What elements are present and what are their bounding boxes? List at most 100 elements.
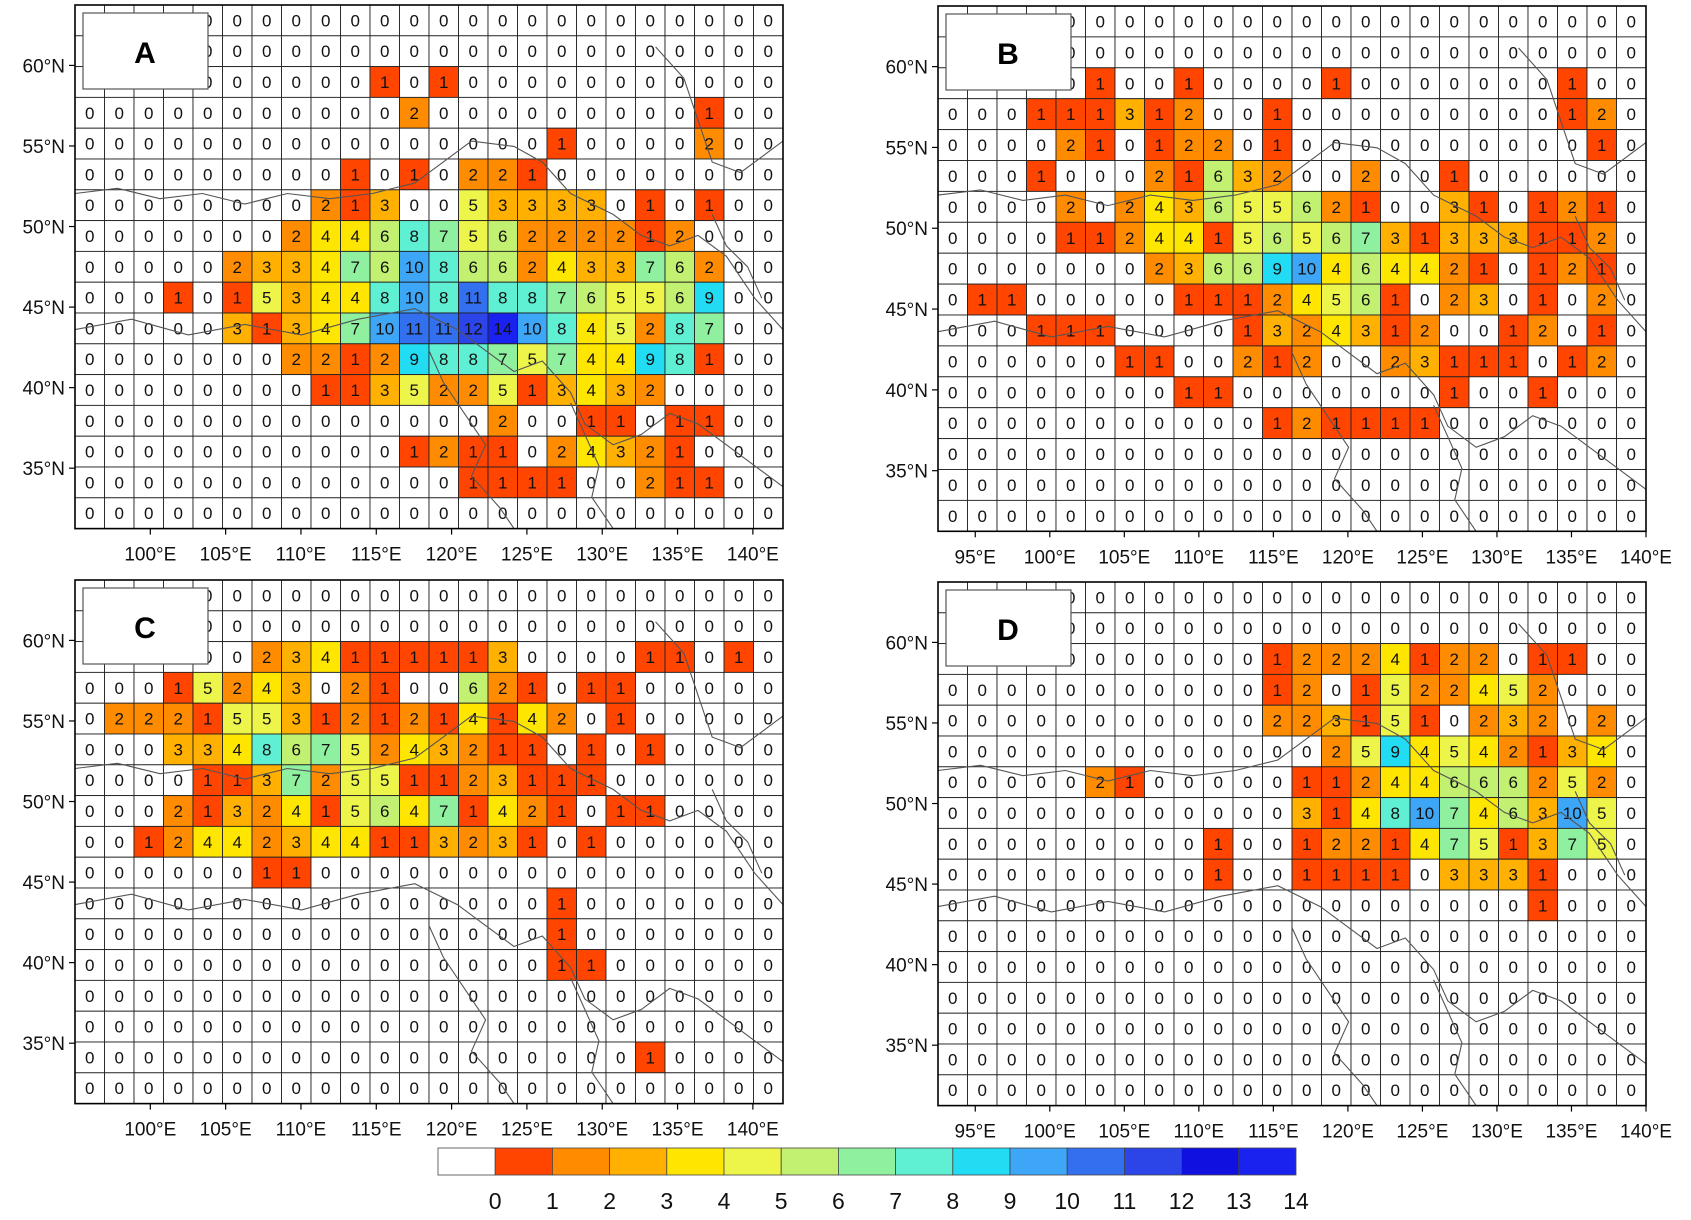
cell-value-label: 0 — [262, 11, 271, 30]
cell-value-label: 0 — [1066, 989, 1075, 1008]
cell-value-label: 0 — [1243, 588, 1252, 607]
cell-value-label: 1 — [528, 740, 537, 759]
heatmap-cell — [192, 312, 223, 345]
cell-value-label: 0 — [1538, 1081, 1547, 1100]
colorbar-swatch — [437, 1147, 496, 1176]
heatmap-cell — [1557, 67, 1588, 100]
cell-value-label: 0 — [948, 896, 957, 915]
cell-value-label: 5 — [351, 771, 360, 790]
cell-value-label: 0 — [1332, 476, 1341, 495]
cell-value-label: 1 — [1361, 681, 1370, 700]
cell-value-label: 0 — [948, 229, 957, 248]
cell-value-label: 0 — [1627, 773, 1636, 792]
cell-value-label: 0 — [1066, 742, 1075, 761]
cell-value-label: 6 — [380, 802, 389, 821]
heatmap-cell — [723, 466, 754, 499]
cell-value-label: 0 — [203, 196, 212, 215]
cell-value-label: 0 — [1155, 835, 1164, 854]
colorbar-swatch — [1181, 1147, 1240, 1176]
heatmap-cell — [340, 66, 371, 98]
cell-value-label: 0 — [115, 987, 124, 1006]
cell-value-label: 0 — [1361, 927, 1370, 946]
heatmap-cell — [399, 497, 430, 530]
heatmap-cell — [104, 127, 135, 160]
cell-value-label: 0 — [410, 925, 419, 944]
cell-value-label: 1 — [1509, 835, 1518, 854]
cell-value-label: 0 — [1450, 445, 1459, 464]
cell-value-label: 0 — [1184, 712, 1193, 731]
panel-frame — [74, 4, 784, 530]
cell-value-label: 0 — [1007, 927, 1016, 946]
cell-value-label: 0 — [646, 135, 655, 154]
cell-value-label: 2 — [321, 350, 330, 369]
cell-value-label: 1 — [351, 648, 360, 667]
cell-value-label: 0 — [262, 1048, 271, 1067]
cell-value-label: 0 — [1627, 43, 1636, 62]
cell-value-label: 2 — [1361, 835, 1370, 854]
heatmap-cell — [222, 404, 253, 437]
y-axis: 60°N55°N50°N45°N40°N35°N — [23, 56, 75, 480]
cell-value-label: 0 — [262, 73, 271, 92]
cell-value-label: 0 — [1155, 43, 1164, 62]
heatmap-cell — [967, 129, 998, 161]
cell-value-label: 2 — [1243, 352, 1252, 371]
cell-value-label: 0 — [646, 925, 655, 944]
cell-value-label: 0 — [321, 987, 330, 1006]
x-tick-label: 115°E — [1248, 1122, 1299, 1143]
cell-value-label: 0 — [1538, 1020, 1547, 1039]
cell-value-label: 0 — [1096, 198, 1105, 217]
heatmap-cell — [1616, 98, 1647, 131]
cell-value-label: 1 — [203, 802, 212, 821]
cell-value-label: 0 — [410, 1018, 419, 1037]
cell-value-label: 0 — [85, 710, 94, 729]
cell-value-label: 0 — [1273, 866, 1282, 885]
heatmap-cell — [74, 189, 105, 222]
cell-value-label: 0 — [1332, 105, 1341, 124]
cell-value-label: 2 — [675, 227, 684, 246]
cell-value-label: 0 — [321, 925, 330, 944]
cell-value-label: 3 — [203, 740, 212, 759]
cell-value-label: 0 — [115, 104, 124, 123]
cell-value-label: 0 — [469, 412, 478, 431]
cell-value-label: 0 — [292, 11, 301, 30]
cell-value-label: 0 — [292, 1048, 301, 1067]
cell-value-label: 0 — [1361, 989, 1370, 1008]
cell-value-label: 0 — [1214, 507, 1223, 526]
cell-value-label: 0 — [1037, 414, 1046, 433]
x-tick-label: 125°E — [501, 1120, 553, 1141]
cell-value-label: 0 — [1125, 866, 1134, 885]
heatmap-cell — [576, 189, 607, 222]
cell-value-label: 0 — [1037, 291, 1046, 310]
heatmap-cell — [664, 66, 695, 98]
cell-value-label: 0 — [174, 1018, 183, 1037]
cell-value-label: 0 — [1568, 167, 1577, 186]
cell-value-label: 0 — [1450, 105, 1459, 124]
cell-value-label: 0 — [233, 586, 242, 605]
cell-value-label: 0 — [498, 586, 507, 605]
cell-value-label: 0 — [292, 73, 301, 92]
cell-value-label: 0 — [1155, 650, 1164, 669]
heatmap-cell — [458, 189, 489, 222]
cell-value-label: 4 — [587, 381, 596, 400]
cell-value-label: 4 — [321, 227, 330, 246]
cell-value-label: 1 — [380, 679, 389, 698]
cell-value-label: 0 — [469, 135, 478, 154]
colorbar-swatch — [666, 1147, 725, 1176]
cell-value-label: 1 — [528, 473, 537, 492]
cell-value-label: 0 — [439, 42, 448, 61]
cell-value-label: 3 — [557, 381, 566, 400]
cell-value-label: 0 — [1391, 445, 1400, 464]
heatmap-cell — [192, 497, 223, 530]
heatmap-cell — [1350, 36, 1381, 69]
cell-value-label: 5 — [1479, 835, 1488, 854]
x-tick-label: 130°E — [576, 545, 628, 566]
cell-value-label: 0 — [1125, 507, 1134, 526]
cell-value-label: 7 — [439, 227, 448, 246]
cell-value-label: 0 — [1568, 588, 1577, 607]
cell-value-label: 0 — [1214, 588, 1223, 607]
cell-value-label: 0 — [380, 925, 389, 944]
cell-value-label: 0 — [439, 956, 448, 975]
heatmap-cell — [1498, 190, 1529, 223]
cell-value-label: 0 — [1627, 588, 1636, 607]
cell-value-label: 0 — [1273, 476, 1282, 495]
